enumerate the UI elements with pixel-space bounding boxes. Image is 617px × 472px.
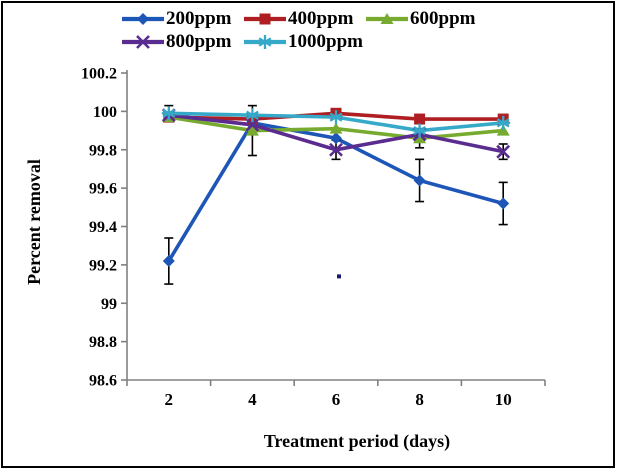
legend: 200ppm 400ppm 600ppm 800ppm 1000ppm (122, 7, 488, 53)
y-axis-title: Percent removal (24, 159, 44, 285)
y-tick-label: 100.2 (81, 66, 117, 83)
legend-item-600ppm: 600ppm (366, 9, 488, 29)
marker-x (329, 142, 343, 157)
marker-asterisk (412, 123, 427, 138)
y-tick-label: 98.8 (89, 334, 117, 351)
marker-triangle (380, 12, 394, 24)
marker-diamond (330, 132, 342, 145)
marker-square (259, 13, 271, 24)
marker-triangle (245, 124, 259, 136)
legend-row: 800ppm 1000ppm (122, 30, 488, 53)
marker-asterisk (258, 34, 272, 49)
x-tick-label: 4 (248, 390, 257, 409)
legend-item-1000ppm: 1000ppm (244, 32, 366, 52)
x-tick-label: 8 (415, 390, 424, 409)
x-tick-label: 10 (495, 390, 512, 409)
marker-diamond (497, 197, 510, 210)
marker-diamond (413, 174, 426, 187)
marker-x (136, 34, 150, 49)
y-tick-label: 99.6 (89, 181, 117, 198)
y-tick-label: 99.8 (89, 142, 117, 159)
x-axis-title: Treatment period (days) (264, 431, 450, 452)
legend-label: 200ppm (166, 8, 232, 29)
y-tick-label: 100 (93, 104, 117, 121)
legend-swatch-x-icon (122, 34, 164, 49)
legend-label: 600ppm (410, 8, 476, 29)
marker-x (496, 144, 511, 159)
legend-swatch-diamond-icon (122, 12, 164, 25)
marker-triangle (496, 124, 510, 136)
legend-item-200ppm: 200ppm (122, 9, 244, 29)
marker-asterisk (161, 106, 176, 121)
marker-triangle (329, 122, 343, 134)
y-tick-label: 99 (101, 296, 117, 313)
marker-square (414, 113, 426, 125)
marker-asterisk (496, 115, 511, 130)
marker-asterisk (245, 108, 260, 123)
stray-dot (337, 274, 341, 279)
plot-series (161, 104, 511, 285)
legend-row: 200ppm 400ppm 600ppm (122, 7, 488, 30)
marker-diamond (137, 12, 149, 25)
legend-swatch-square-icon (244, 13, 286, 24)
legend-label: 800ppm (166, 31, 232, 52)
legend-label: 400ppm (288, 8, 354, 29)
marker-x (245, 117, 260, 132)
y-tick-label: 98.6 (89, 373, 117, 390)
legend-item-800ppm: 800ppm (122, 32, 244, 52)
x-tick-label: 6 (332, 390, 341, 409)
marker-diamond (162, 255, 175, 268)
legend-label: 1000ppm (288, 31, 363, 52)
x-tick-label: 2 (165, 390, 174, 409)
y-tick-label: 99.4 (89, 219, 117, 236)
marker-triangle (413, 132, 427, 144)
legend-swatch-triangle-icon (366, 12, 408, 24)
marker-asterisk (329, 110, 343, 125)
legend-item-400ppm: 400ppm (244, 9, 366, 29)
legend-swatch-asterisk-icon (244, 34, 286, 49)
y-tick-label: 99.2 (89, 257, 117, 274)
axes: 98.6 98.8 99 99.2 99.4 99.6 99.8 100 100.2 2 4 6 8 10 (81, 66, 546, 409)
